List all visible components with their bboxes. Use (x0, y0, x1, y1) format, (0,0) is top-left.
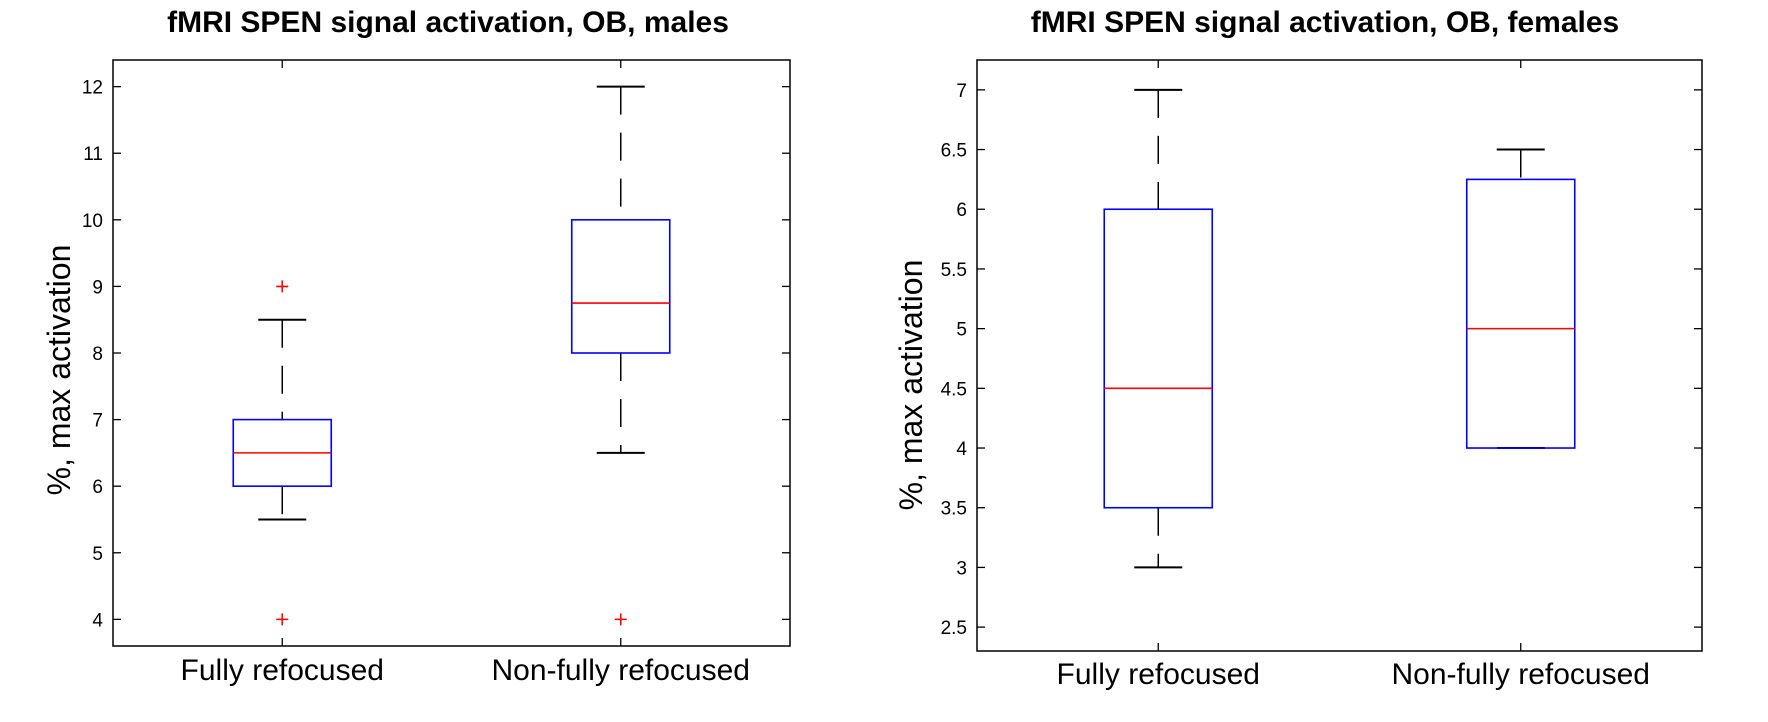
outlier-point (614, 613, 627, 626)
y-tick-label: 4 (92, 610, 103, 631)
y-tick-label: 7 (92, 411, 103, 432)
y-tick-label: 7 (956, 81, 967, 102)
box-iqr (1103, 208, 1214, 509)
chart-males: fMRI SPEN signal activation, OB, males %… (41, 6, 791, 687)
y-axis-label: %, max activation (893, 260, 929, 511)
plot-frame (976, 59, 1703, 652)
chart-title: fMRI SPEN signal activation, OB, males (167, 6, 729, 39)
y-tick-label: 5 (956, 320, 967, 341)
y-tick-label: 4.5 (941, 379, 967, 400)
y-tick-label: 6 (956, 200, 967, 221)
y-tick-label: 4 (956, 439, 967, 460)
x-tick-label: Fully refocused (181, 654, 384, 687)
y-tick-label: 5 (92, 544, 103, 565)
y-tick-label: 10 (82, 211, 103, 232)
y-tick-label: 6.5 (941, 141, 967, 162)
x-tick-label: Non-fully refocused (492, 654, 750, 687)
y-tick-label: 11 (83, 144, 103, 165)
y-tick-label: 6 (92, 477, 103, 498)
x-tick-label: Fully refocused (1057, 658, 1260, 691)
y-tick-label: 3.5 (941, 499, 967, 520)
y-tick-label: 5.5 (941, 260, 967, 281)
y-tick-label: 8 (92, 344, 103, 365)
x-tick-label: Non-fully refocused (1392, 658, 1650, 691)
y-axis-label: %, max activation (41, 245, 77, 496)
box-iqr (570, 219, 671, 354)
y-tick-label: 3 (956, 558, 967, 579)
plot-frame (112, 59, 791, 647)
y-tick-label: 9 (92, 277, 103, 298)
outlier-point (276, 613, 289, 626)
chart-title: fMRI SPEN signal activation, OB, females (1031, 6, 1620, 39)
y-tick-label: 2.5 (941, 618, 967, 639)
box-iqr (1465, 178, 1576, 449)
outlier-point (276, 280, 289, 293)
y-tick-label: 12 (82, 78, 103, 99)
chart-females: fMRI SPEN signal activation, OB, females… (893, 6, 1703, 691)
